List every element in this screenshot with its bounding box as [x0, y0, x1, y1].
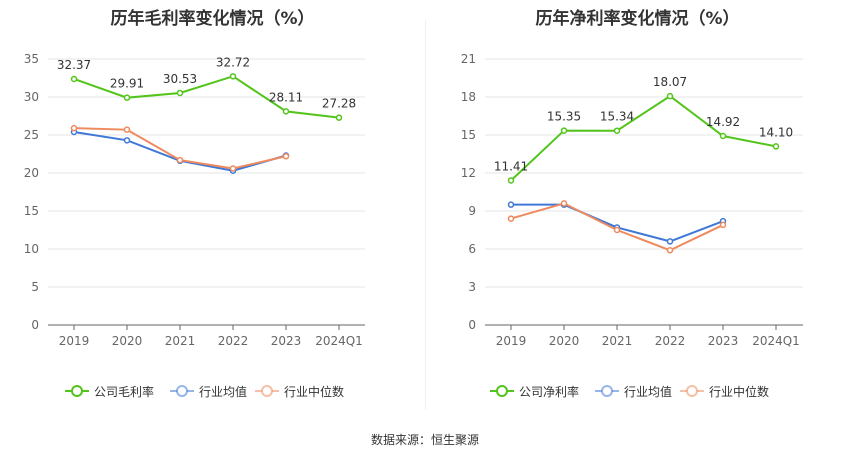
data-point	[666, 92, 674, 100]
data-point	[229, 73, 237, 80]
data-point	[123, 126, 131, 133]
y-tick-label: 30	[24, 90, 39, 104]
data-point	[666, 238, 674, 245]
data-point	[507, 201, 515, 208]
chart-title: 历年净利率变化情况（%）	[535, 9, 740, 29]
x-tick-label: 2020	[112, 334, 143, 348]
data-point	[719, 221, 727, 229]
legend-label: 公司净利率	[519, 384, 580, 399]
data-point	[176, 89, 184, 97]
net-margin-plot: 0 3 6 9 12 15 18 21 2019 2020 2021 2022 2023 2024Q1 11…	[461, 52, 803, 348]
y-tick-label: 12	[461, 166, 476, 180]
chart-legend: 公司毛利率 行业均值 行业中位数	[0, 381, 425, 401]
data-point	[719, 132, 727, 140]
x-tick-label: 2021	[602, 334, 633, 348]
legend-marker-icon	[65, 385, 89, 397]
legend-marker-icon	[680, 385, 704, 397]
data-point	[123, 137, 131, 144]
data-label: 29.91	[110, 77, 144, 91]
data-label: 18.07	[653, 75, 687, 89]
legend-item[interactable]: 公司净利率	[489, 381, 579, 401]
x-tick-label: 2023	[708, 334, 739, 348]
x-tick-label: 2023	[271, 334, 302, 348]
y-tick-label: 10	[24, 242, 39, 256]
gross-margin-plot: 0 5 10 15 20 25 30 35 2019 2020 2021 2022 2023 2024Q1…	[24, 52, 365, 348]
data-point	[229, 165, 237, 172]
net-margin-chart: 历年净利率变化情况（%） 0 3 6 9 12 15 18 21 2019 2020 2021 202…	[425, 0, 850, 410]
legend-label: 公司毛利率	[94, 384, 155, 399]
panel-divider	[425, 20, 426, 410]
data-point	[772, 143, 780, 150]
data-point	[560, 127, 568, 134]
data-point	[176, 156, 184, 164]
data-label: 30.53	[163, 72, 197, 86]
y-tick-label: 0	[31, 318, 39, 332]
chart-legend: 公司净利率 行业均值 行业中位数	[425, 381, 850, 401]
y-tick-label: 20	[24, 166, 39, 180]
data-label: 15.34	[600, 110, 634, 124]
data-point	[70, 124, 78, 132]
data-label: 15.35	[547, 110, 581, 124]
series-line	[73, 130, 287, 172]
data-label: 27.28	[322, 97, 356, 111]
gross-margin-chart: 历年毛利率变化情况（%） 0 5 10 15 20 25 30 35 2019 2020 2021 2…	[0, 0, 425, 410]
legend-item[interactable]: 公司毛利率	[64, 381, 154, 401]
data-label: 28.11	[269, 90, 303, 104]
y-tick-label: 6	[468, 242, 476, 256]
legend-item[interactable]: 行业中位数	[679, 381, 769, 401]
data-point	[613, 127, 621, 134]
data-source-note: 数据来源：恒生聚源	[370, 433, 479, 447]
legend-marker-icon	[255, 385, 279, 397]
y-tick-label: 9	[468, 204, 476, 218]
x-tick-label: 2020	[549, 334, 580, 348]
data-point	[335, 114, 343, 121]
y-tick-label: 3	[468, 280, 476, 294]
chart-title: 历年毛利率变化情况（%）	[110, 9, 315, 29]
legend-item[interactable]: 行业均值	[169, 381, 247, 401]
data-point	[70, 75, 78, 83]
y-tick-label: 0	[468, 318, 476, 332]
y-tick-label: 15	[24, 204, 39, 218]
data-label: 32.37	[57, 58, 91, 72]
data-point	[282, 153, 290, 160]
legend-item[interactable]: 行业中位数	[254, 381, 344, 401]
data-point	[507, 215, 515, 222]
data-label: 32.72	[216, 55, 250, 69]
data-label: 14.92	[706, 115, 740, 129]
x-tick-label: 2022	[655, 334, 686, 348]
data-label: 14.10	[759, 125, 793, 139]
y-tick-label: 35	[24, 52, 39, 66]
y-tick-label: 21	[461, 52, 476, 66]
data-point	[123, 94, 131, 101]
legend-marker-icon	[170, 385, 194, 397]
y-tick-label: 25	[24, 128, 39, 142]
data-point	[560, 200, 568, 207]
data-label: 11.41	[494, 159, 528, 173]
data-point	[613, 226, 621, 234]
x-tick-label: 2019	[496, 334, 527, 348]
y-tick-label: 5	[31, 280, 39, 294]
series-line	[510, 94, 777, 182]
y-tick-label: 15	[461, 128, 476, 142]
x-tick-label: 2022	[218, 334, 249, 348]
series-line	[73, 75, 340, 119]
legend-marker-icon	[595, 385, 619, 397]
data-point	[507, 177, 515, 184]
legend-marker-icon	[490, 385, 514, 397]
legend-label: 行业中位数	[709, 384, 770, 399]
x-tick-label: 2024Q1	[752, 334, 800, 348]
x-tick-label: 2021	[165, 334, 196, 348]
x-tick-label: 2024Q1	[315, 334, 363, 348]
y-tick-label: 18	[461, 90, 476, 104]
legend-label: 行业中位数	[284, 384, 345, 399]
x-tick-label: 2019	[59, 334, 90, 348]
legend-label: 行业均值	[199, 384, 248, 399]
legend-item[interactable]: 行业均值	[594, 381, 672, 401]
data-point	[282, 108, 290, 115]
legend-label: 行业均值	[624, 384, 673, 399]
data-point	[666, 247, 674, 254]
